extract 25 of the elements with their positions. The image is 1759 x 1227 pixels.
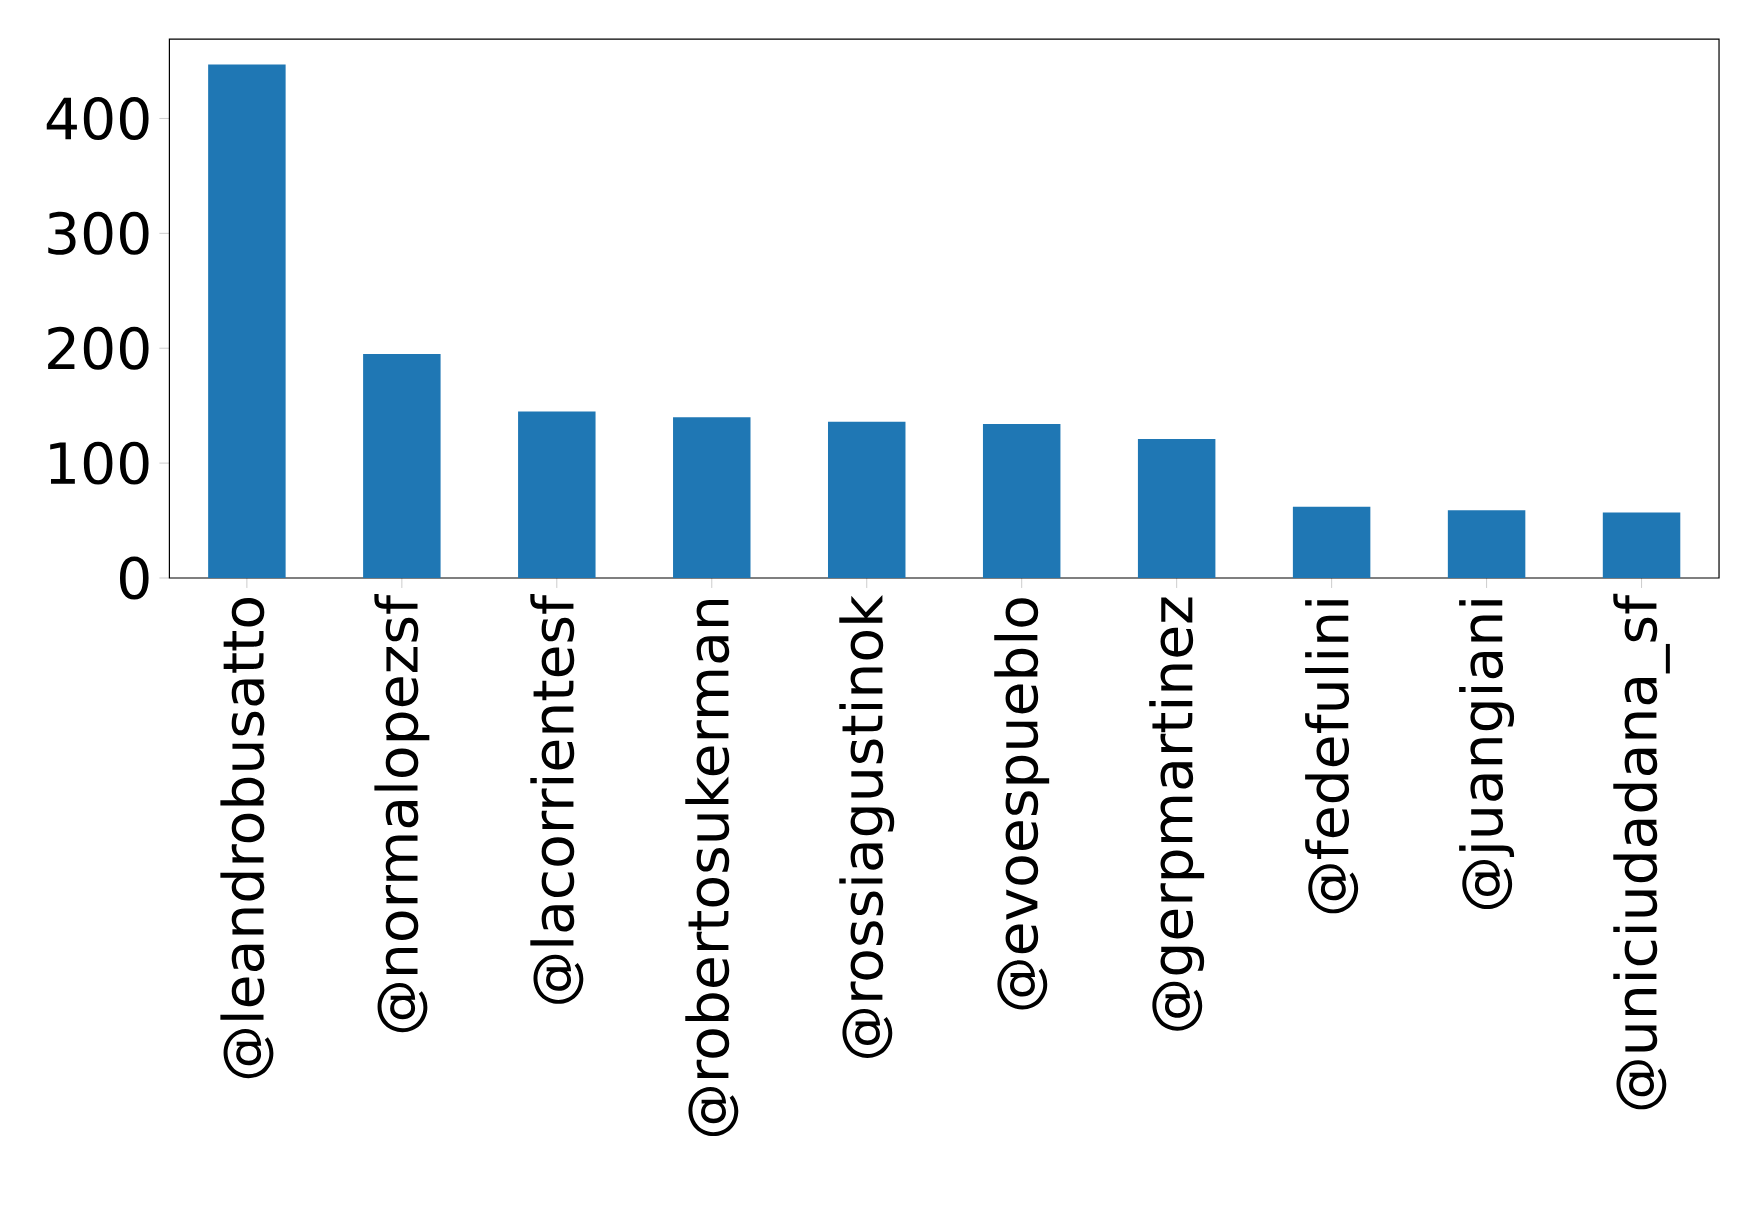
y-tick-label: 100 [50, 441, 149, 485]
bar [363, 353, 441, 578]
y-tick-label: 0 [119, 556, 149, 600]
bar [827, 421, 906, 578]
x-tick-label: @normalopezsf [374, 593, 430, 1033]
x-tick-label: @lacorrientesf [530, 593, 584, 1004]
bar [1292, 506, 1371, 578]
x-tick-label: @rossiagustinok [839, 595, 895, 1058]
x-tick-label: @leandrobusatto [220, 598, 274, 1079]
bar [208, 64, 286, 578]
x-tick-label: @gerpmartinez [1149, 597, 1205, 1031]
bar [518, 411, 596, 578]
x-tick-label: @evoespueblo [994, 598, 1050, 1010]
bar [1602, 512, 1681, 578]
y-tick-label: 200 [48, 326, 149, 370]
y-tick-label: 300 [48, 211, 149, 255]
x-tick-label: @juangiani [1459, 600, 1515, 910]
x-tick-label: @robertosukerman [685, 599, 739, 1137]
y-tick-label: 400 [46, 96, 149, 140]
bar [673, 417, 751, 578]
bar [1137, 438, 1216, 578]
x-tick-label: @fedefulini [1305, 600, 1359, 914]
x-tick-label: @uniciudadana_sf [1613, 593, 1670, 1110]
bar [982, 424, 1061, 578]
bar [1447, 510, 1526, 578]
